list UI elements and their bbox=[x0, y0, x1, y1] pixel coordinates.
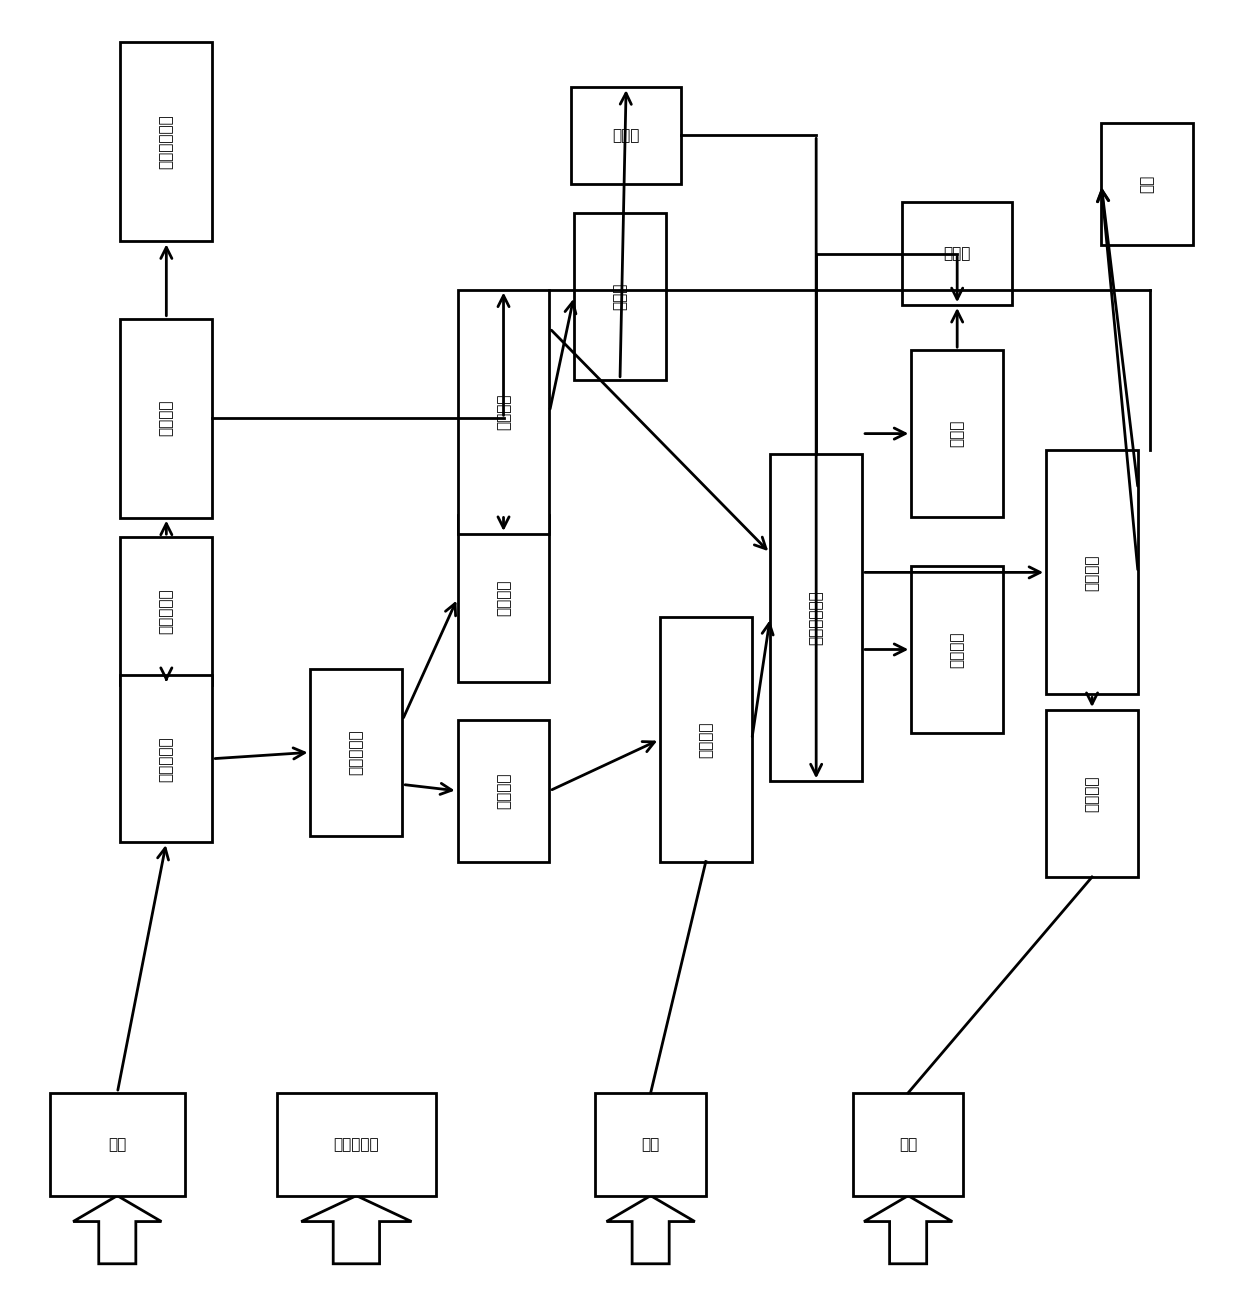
Text: 采购育肥牛: 采购育肥牛 bbox=[159, 737, 174, 782]
Text: 采购: 采购 bbox=[108, 1137, 126, 1152]
Text: 疑似病: 疑似病 bbox=[944, 247, 971, 261]
Text: 单体称重: 单体称重 bbox=[496, 579, 511, 616]
FancyBboxPatch shape bbox=[277, 1092, 436, 1195]
FancyBboxPatch shape bbox=[595, 1092, 706, 1195]
Text: 饲料加工: 饲料加工 bbox=[698, 721, 713, 757]
Text: 疫处理: 疫处理 bbox=[950, 420, 965, 447]
FancyBboxPatch shape bbox=[50, 1092, 185, 1195]
FancyBboxPatch shape bbox=[120, 43, 212, 242]
Text: 出栏: 出栏 bbox=[1140, 175, 1154, 194]
Text: 采购活体检: 采购活体检 bbox=[159, 588, 174, 634]
Text: 采购饲料: 采购饲料 bbox=[159, 400, 174, 436]
FancyBboxPatch shape bbox=[458, 514, 549, 682]
Text: 饲料产品质量: 饲料产品质量 bbox=[159, 114, 174, 169]
Polygon shape bbox=[864, 1195, 952, 1264]
Text: 加挂耳标: 加挂耳标 bbox=[496, 773, 511, 809]
Text: 检疫检验: 检疫检验 bbox=[496, 394, 511, 430]
Text: 管理牛入栏: 管理牛入栏 bbox=[334, 1137, 379, 1152]
Text: 出栏: 出栏 bbox=[899, 1137, 918, 1152]
Text: 三个月育肥期: 三个月育肥期 bbox=[808, 590, 823, 644]
FancyBboxPatch shape bbox=[570, 87, 681, 183]
FancyBboxPatch shape bbox=[853, 1092, 963, 1195]
FancyBboxPatch shape bbox=[120, 536, 212, 685]
Text: 检疫检验: 检疫检验 bbox=[1085, 555, 1100, 591]
FancyBboxPatch shape bbox=[911, 566, 1003, 733]
Polygon shape bbox=[606, 1195, 694, 1264]
Polygon shape bbox=[73, 1195, 161, 1264]
FancyBboxPatch shape bbox=[120, 318, 212, 518]
FancyBboxPatch shape bbox=[574, 213, 666, 379]
FancyBboxPatch shape bbox=[120, 675, 212, 842]
FancyBboxPatch shape bbox=[770, 453, 862, 781]
Text: 分栏饲: 分栏饲 bbox=[613, 129, 640, 143]
Text: 单体称重: 单体称重 bbox=[1085, 776, 1100, 812]
Polygon shape bbox=[301, 1195, 412, 1264]
FancyBboxPatch shape bbox=[901, 203, 1012, 305]
FancyBboxPatch shape bbox=[310, 669, 402, 835]
FancyBboxPatch shape bbox=[911, 349, 1003, 517]
FancyBboxPatch shape bbox=[1101, 123, 1193, 246]
Text: 投放饲料: 投放饲料 bbox=[950, 631, 965, 668]
FancyBboxPatch shape bbox=[1047, 451, 1138, 695]
FancyBboxPatch shape bbox=[458, 720, 549, 861]
FancyBboxPatch shape bbox=[1047, 709, 1138, 877]
Text: 隔离饲: 隔离饲 bbox=[613, 282, 627, 309]
FancyBboxPatch shape bbox=[660, 617, 751, 861]
Text: 原料: 原料 bbox=[641, 1137, 660, 1152]
Text: 育肥牛进场: 育肥牛进场 bbox=[348, 730, 363, 776]
FancyBboxPatch shape bbox=[458, 290, 549, 534]
